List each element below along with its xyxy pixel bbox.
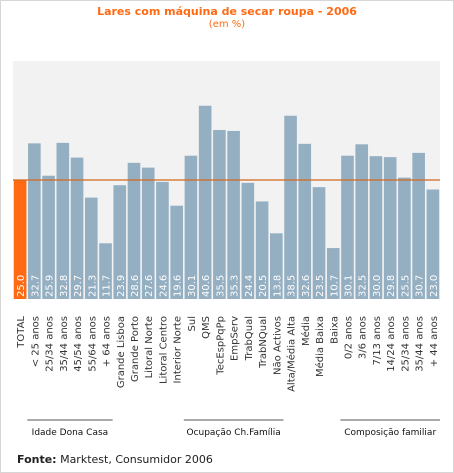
category-label-4: 45/54 anos: [73, 316, 84, 372]
value-label-9: 27.6: [144, 275, 155, 297]
category-label-13: QMS: [201, 316, 212, 339]
bar-28: [412, 152, 425, 299]
value-label-4: 29.7: [73, 275, 84, 297]
bar-2: [42, 175, 55, 299]
category-label-27: 25/34 anos: [400, 316, 411, 372]
source-text: Marktest, Consumidor 2006: [60, 453, 213, 466]
value-label-15: 35.3: [230, 275, 241, 297]
bar-3: [56, 142, 70, 299]
category-label-5: 55/64 anos: [87, 316, 98, 372]
category-label-17: TrabNQual: [258, 316, 269, 369]
bar-27: [398, 177, 411, 299]
value-label-20: 32.6: [301, 275, 312, 297]
category-label-23: 0/2 anos: [343, 316, 354, 359]
category-label-6: + 64 anos: [102, 316, 113, 367]
category-label-3: 35/44 anos: [59, 316, 70, 372]
value-label-22: 10.7: [329, 275, 340, 297]
bar-11: [170, 205, 183, 299]
bar-10: [156, 181, 169, 299]
value-label-18: 13.8: [272, 275, 283, 297]
bar-17: [255, 201, 269, 299]
bar-9: [141, 167, 155, 299]
group-label-1: Ocupação Ch.Família: [186, 428, 280, 438]
category-label-22: Baixa: [329, 316, 340, 344]
group-label-0: Idade Dona Casa: [32, 428, 109, 438]
bar-20: [298, 143, 312, 299]
value-label-24: 32.5: [358, 275, 369, 297]
bar-14: [213, 130, 226, 299]
category-label-1: < 25 anos: [30, 316, 41, 367]
category-label-29: + 44 anos: [429, 316, 440, 367]
category-label-7: Grande Lisboa: [116, 316, 127, 388]
bar-16: [241, 182, 255, 299]
value-label-5: 21.3: [87, 275, 98, 297]
value-label-12: 30.1: [187, 275, 198, 297]
bar-15: [227, 130, 240, 299]
category-label-0: TOTAL: [16, 316, 27, 349]
value-label-23: 30.1: [343, 275, 354, 297]
group-label-2: Composição familiar: [344, 428, 436, 438]
value-label-25: 30.0: [372, 275, 383, 297]
bar-18: [270, 233, 283, 299]
bar-8: [127, 162, 141, 299]
value-label-13: 40.6: [201, 275, 212, 297]
bar-25: [369, 156, 383, 299]
value-label-7: 23.9: [116, 275, 127, 297]
value-label-17: 20.5: [258, 275, 269, 297]
bar-0: [13, 180, 27, 299]
bar-22: [326, 248, 340, 299]
category-label-14: TecEspPqPp: [215, 316, 226, 376]
category-label-21: Média Baixa: [314, 316, 326, 377]
chart-title: Lares com máquina de secar roupa - 2006: [97, 5, 357, 18]
bar-19: [284, 115, 297, 300]
bar-5: [84, 197, 98, 299]
category-label-25: 7/13 anos: [372, 316, 383, 365]
bar-29: [426, 189, 440, 299]
category-label-12: Sul: [187, 316, 198, 331]
category-label-16: TrabQual: [244, 316, 255, 361]
value-label-26: 29.8: [386, 275, 397, 297]
category-label-28: 35/44 anos: [415, 316, 426, 372]
category-label-15: EmpServ: [230, 316, 241, 361]
value-label-21: 23.5: [315, 275, 326, 297]
bar-26: [383, 157, 397, 299]
value-label-16: 24.4: [244, 275, 255, 297]
category-label-2: 25/34 anos: [45, 316, 56, 372]
value-label-3: 32.8: [59, 275, 70, 297]
bar-7: [113, 185, 127, 299]
category-label-8: Grande Porto: [130, 316, 141, 382]
bar-1: [28, 143, 41, 299]
value-label-2: 25.9: [45, 275, 56, 297]
value-label-6: 11.7: [102, 275, 113, 297]
value-label-14: 35.5: [215, 275, 226, 297]
value-label-8: 28.6: [130, 275, 141, 297]
category-label-9: Litoral Norte: [144, 316, 155, 378]
value-label-10: 24.6: [158, 275, 169, 297]
source-label: Fonte:: [17, 453, 57, 466]
source-note: Fonte: Marktest, Consumidor 2006: [17, 453, 213, 466]
value-label-0: 25.0: [16, 275, 27, 297]
value-label-27: 25.5: [400, 275, 411, 297]
bar-24: [355, 144, 369, 299]
value-label-29: 23.0: [429, 275, 440, 297]
bar-21: [312, 187, 326, 299]
category-label-26: 14/24 anos: [386, 316, 397, 372]
value-label-28: 30.7: [415, 275, 426, 297]
bar-4: [70, 157, 84, 299]
category-label-11: Interior Norte: [173, 316, 184, 383]
category-label-18: Não Activos: [272, 316, 283, 375]
value-label-1: 32.7: [30, 275, 41, 297]
category-label-19: Alta/Média Alta: [286, 316, 298, 392]
bar-13: [198, 105, 212, 299]
category-label-20: Média: [300, 316, 312, 346]
bar-12: [184, 155, 198, 299]
value-label-19: 38.5: [287, 275, 298, 297]
value-label-11: 19.6: [173, 275, 184, 297]
category-label-24: 3/6 anos: [358, 316, 369, 359]
chart-subtitle: (em %): [208, 19, 246, 30]
bar-23: [341, 155, 354, 299]
bar-6: [99, 243, 112, 299]
category-label-10: Litoral Centro: [158, 316, 169, 384]
